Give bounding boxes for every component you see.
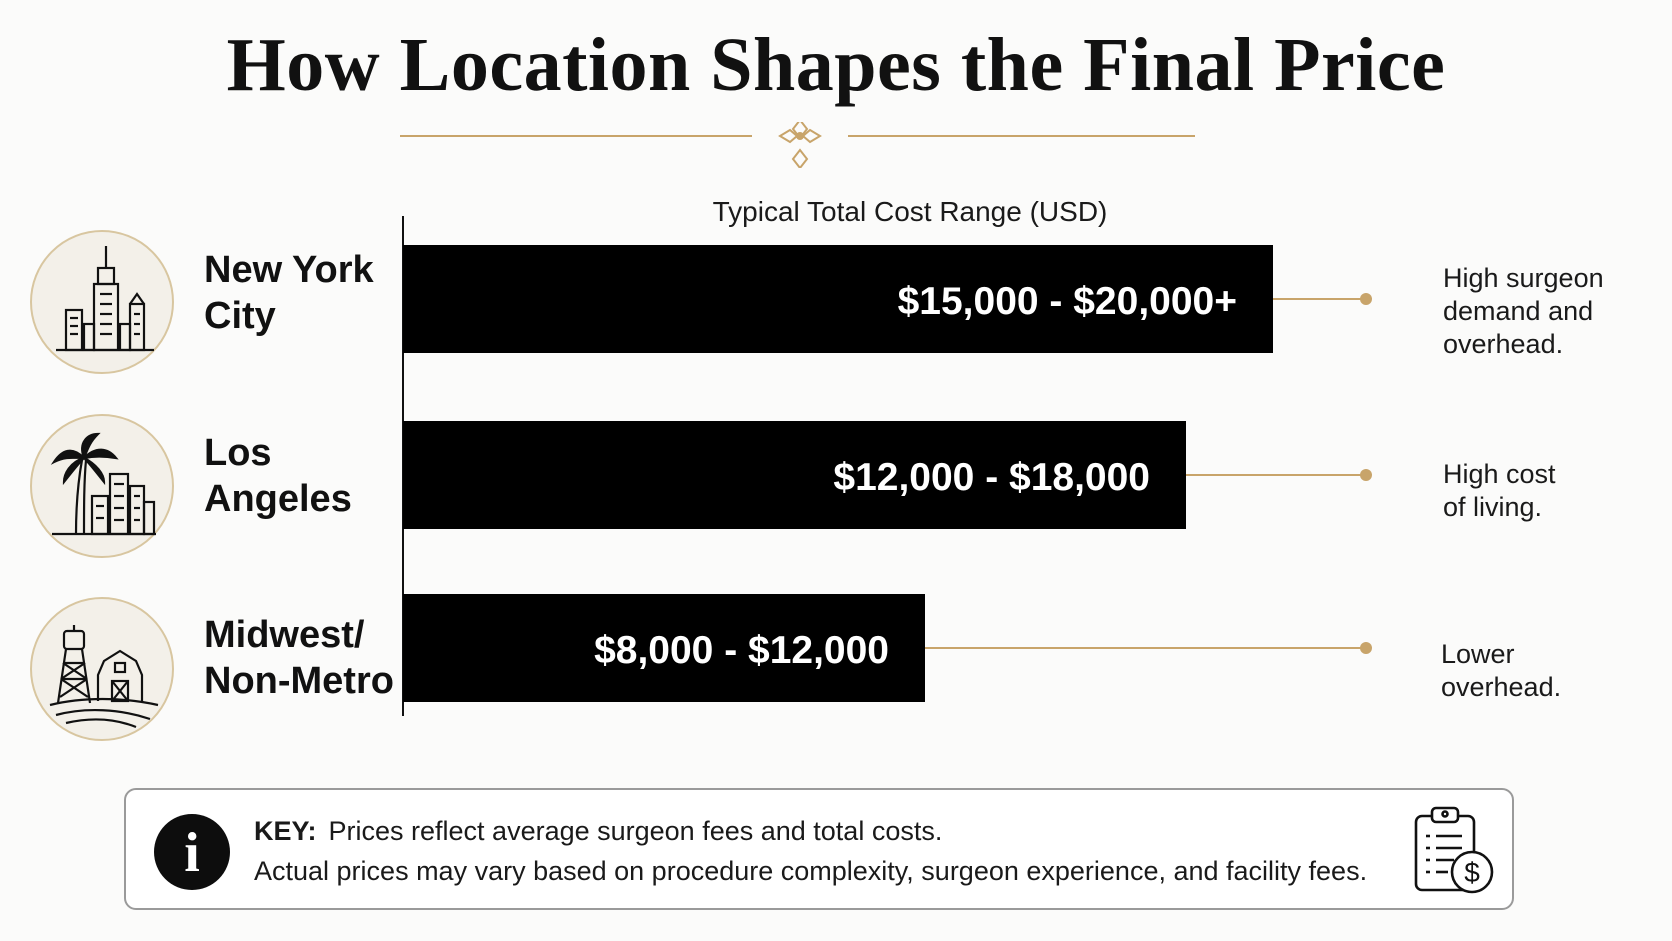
location-label-los-angeles: Los Angeles <box>204 432 352 520</box>
axis-title: Typical Total Cost Range (USD) <box>712 196 1108 227</box>
farm-icon <box>30 597 174 741</box>
bar-label-0: $15,000 - $20,000+ <box>898 280 1237 323</box>
key-text-2: Actual prices may vary based on procedur… <box>254 856 1368 886</box>
annotation-dot-2 <box>1360 642 1372 654</box>
key-text-1: Prices reflect average surgeon fees and … <box>328 816 943 846</box>
key-line-1: KEY: Prices reflect average surgeon fees … <box>254 816 942 847</box>
svg-text:$: $ <box>1464 857 1480 888</box>
info-icon: i <box>154 814 230 890</box>
ornament-divider <box>400 122 1195 168</box>
key-label: KEY: <box>254 816 317 846</box>
bar-label-2: $8,000 - $12,000 <box>594 629 889 672</box>
page-title: How Location Shapes the Final Price <box>226 23 1446 107</box>
bar-2 <box>403 594 925 702</box>
location-label-new-york: New York City <box>204 249 374 337</box>
location-label-midwest: Midwest/Non-Metro <box>204 614 394 702</box>
palm-city-icon <box>30 414 174 558</box>
annotation-los-angeles: High cost of living. <box>1443 459 1556 522</box>
annotation-dot-0 <box>1360 293 1372 305</box>
bar-label-1: $12,000 - $18,000 <box>833 456 1150 499</box>
bar-0 <box>403 245 1273 353</box>
key-box: i KEY: Prices reflect average surgeon fee… <box>124 788 1514 910</box>
clipboard-dollar-icon: $ <box>1414 806 1494 894</box>
annotation-dot-1 <box>1360 469 1372 481</box>
annotation-midwest: Lower overhead. <box>1441 639 1562 702</box>
annotation-new-york: High surgeon demand and overhead. <box>1443 263 1604 359</box>
bar-1 <box>403 421 1186 529</box>
skyline-icon <box>30 230 174 374</box>
